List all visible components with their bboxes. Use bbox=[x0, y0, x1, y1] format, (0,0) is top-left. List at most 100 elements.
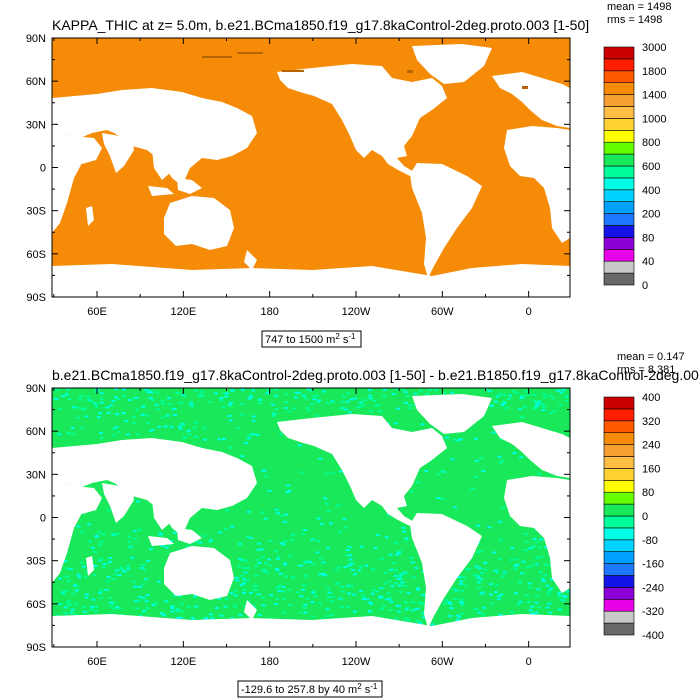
speckle-cell bbox=[391, 562, 396, 565]
speckle-cell bbox=[164, 600, 169, 603]
speckle-cell bbox=[552, 410, 557, 413]
colorbar-swatch bbox=[603, 70, 635, 84]
colorbar-swatch bbox=[603, 468, 635, 481]
panel-1-axis-ticks bbox=[52, 37, 570, 298]
speckle-cell bbox=[325, 472, 330, 475]
speckle-cell bbox=[227, 446, 232, 449]
speckle-cell bbox=[330, 400, 335, 403]
speckle-cell bbox=[87, 523, 92, 526]
speckle-cell bbox=[523, 532, 528, 535]
speckle-cell bbox=[490, 602, 495, 605]
speckle-cell bbox=[315, 401, 320, 404]
speckle-cell bbox=[536, 472, 541, 475]
speckle-cell bbox=[79, 407, 84, 410]
speckle-cell bbox=[265, 388, 270, 391]
speckle-cell bbox=[109, 601, 114, 604]
speckle-cell bbox=[349, 563, 354, 566]
x-tick-label: 120E bbox=[170, 656, 196, 668]
speckle-cell bbox=[440, 497, 445, 500]
speckle-cell bbox=[156, 580, 161, 583]
colorbar-label: -240 bbox=[642, 582, 664, 594]
speckle-cell bbox=[278, 433, 283, 436]
colorbar-swatch bbox=[603, 213, 635, 226]
speckle-cell bbox=[493, 569, 498, 572]
speckle-cell bbox=[410, 561, 415, 564]
speckle-cell bbox=[395, 388, 400, 391]
speckle-cell bbox=[558, 404, 563, 407]
speckle-cell bbox=[348, 558, 353, 561]
speckle-cell bbox=[310, 538, 315, 541]
panel-1-stat-mean: mean = 1498 bbox=[607, 1, 672, 13]
speckle-cell bbox=[404, 539, 409, 542]
y-tick-label: 0 bbox=[40, 163, 46, 175]
speckle-cell bbox=[111, 533, 116, 536]
speckle-cell bbox=[402, 530, 407, 533]
speckle-cell bbox=[75, 406, 80, 409]
speckle-cell bbox=[243, 559, 248, 562]
speckle-cell bbox=[141, 406, 146, 409]
speckle-cell bbox=[87, 540, 92, 543]
speckle-cell bbox=[114, 388, 119, 391]
speckle-cell bbox=[312, 398, 317, 401]
y-tick-label: 90S bbox=[26, 642, 46, 654]
speckle-cell bbox=[378, 596, 383, 599]
speckle-cell bbox=[131, 415, 136, 418]
speckle-cell bbox=[151, 604, 156, 607]
speckle-cell bbox=[74, 589, 79, 592]
panel-1: KAPPA_THIC at z= 5.0m, b.e21.BCma1850.f1… bbox=[26, 1, 672, 348]
speckle-cell bbox=[350, 568, 355, 571]
speckle-cell bbox=[233, 605, 238, 608]
speckle-cell bbox=[396, 578, 401, 581]
speckle-cell bbox=[349, 398, 354, 401]
speckle-cell bbox=[352, 593, 357, 596]
speckle-cell bbox=[240, 403, 245, 406]
colorbar-swatch bbox=[603, 539, 635, 552]
speckle-cell bbox=[227, 414, 232, 417]
colorbar-label: 160 bbox=[642, 463, 660, 475]
speckle-cell bbox=[79, 426, 84, 429]
speckle-cell bbox=[160, 544, 165, 547]
speckle-cell bbox=[96, 416, 101, 419]
speckle-cell bbox=[401, 388, 406, 391]
speckle-cell bbox=[178, 594, 183, 597]
speckle-cell bbox=[115, 606, 120, 609]
speckle-cell bbox=[170, 610, 175, 613]
speckle-cell bbox=[124, 420, 129, 423]
speckle-cell bbox=[421, 612, 426, 615]
speckle-cell bbox=[298, 611, 303, 614]
speckle-cell bbox=[148, 397, 153, 400]
speckle-cell bbox=[539, 538, 544, 541]
speckle-cell bbox=[187, 606, 192, 609]
speckle-cell bbox=[498, 461, 503, 464]
speckle-cell bbox=[258, 402, 263, 405]
speckle-cell bbox=[403, 401, 408, 404]
speckle-cell bbox=[387, 580, 392, 583]
speckle-cell bbox=[144, 600, 149, 603]
speckle-cell bbox=[175, 609, 180, 612]
speckle-cell bbox=[444, 599, 449, 602]
colorbar-label: 800 bbox=[642, 137, 660, 149]
speckle-cell bbox=[89, 605, 94, 608]
speckle-cell bbox=[326, 587, 331, 590]
speckle-cell bbox=[84, 593, 89, 596]
speckle-cell bbox=[499, 460, 504, 463]
speckle-cell bbox=[203, 438, 208, 441]
speckle-cell bbox=[403, 571, 408, 574]
speckle-cell bbox=[99, 401, 104, 404]
speckle-cell bbox=[58, 577, 63, 580]
speckle-cell bbox=[251, 605, 256, 608]
speckle-cell bbox=[99, 437, 104, 440]
colorbar-swatch bbox=[603, 260, 635, 274]
speckle-cell bbox=[530, 605, 535, 608]
speckle-cell bbox=[141, 563, 146, 566]
speckle-cell bbox=[360, 403, 365, 406]
speckle-cell bbox=[403, 391, 408, 394]
speckle-cell bbox=[257, 398, 262, 401]
speckle-cell bbox=[145, 414, 150, 417]
speckle-cell bbox=[57, 433, 62, 436]
speckle-cell bbox=[318, 573, 323, 576]
speckle-cell bbox=[326, 546, 331, 549]
speckle-cell bbox=[528, 586, 533, 589]
speckle-cell bbox=[545, 606, 550, 609]
speckle-cell bbox=[243, 571, 248, 574]
